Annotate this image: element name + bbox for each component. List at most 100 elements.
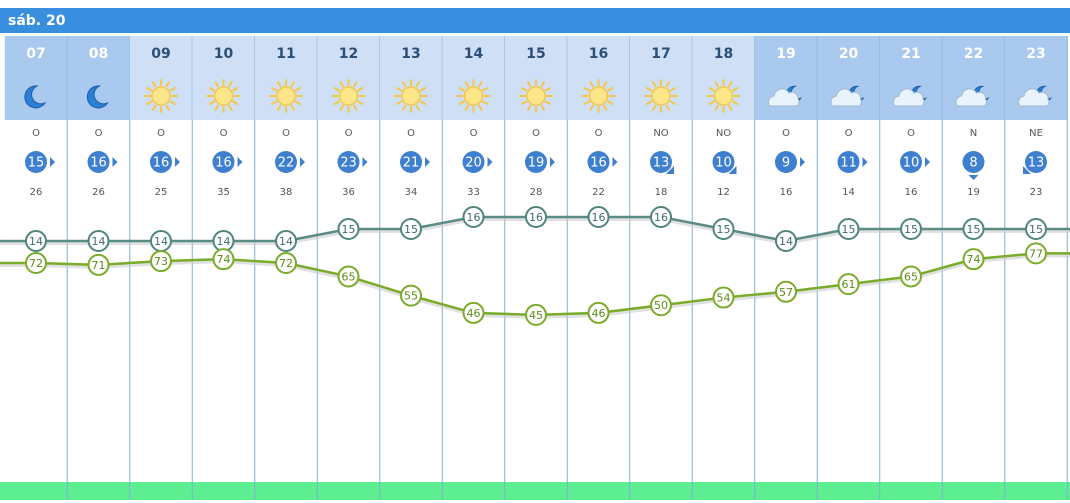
sun-ray bbox=[339, 81, 344, 88]
wind-direction: O bbox=[907, 128, 915, 139]
humidity-point bbox=[712, 286, 735, 309]
humidity-point bbox=[962, 248, 985, 271]
humidity-point bbox=[462, 301, 485, 324]
hour-label: 07 bbox=[26, 46, 45, 62]
wind-gust: 38 bbox=[280, 187, 293, 198]
hour-label: 19 bbox=[776, 46, 795, 62]
cloud-icon bbox=[1017, 88, 1050, 107]
wind-badge bbox=[712, 151, 735, 173]
humidity-label: 74 bbox=[217, 253, 231, 266]
wind-gust: 19 bbox=[967, 187, 980, 198]
wind-badge bbox=[900, 151, 922, 173]
sun-disc bbox=[401, 86, 421, 106]
humidity-label: 54 bbox=[717, 292, 731, 305]
wind-arrow bbox=[300, 157, 305, 167]
hour-label: 10 bbox=[214, 46, 234, 62]
temperature-label: 14 bbox=[279, 235, 293, 248]
humidity-label: 55 bbox=[404, 290, 418, 303]
hour-label: 23 bbox=[1026, 46, 1045, 62]
temperature-point bbox=[712, 218, 735, 240]
sun-disc bbox=[276, 86, 296, 106]
wind-arrow bbox=[862, 157, 868, 167]
sun-ray bbox=[169, 87, 176, 92]
wind-speed: 13 bbox=[1028, 156, 1045, 171]
wind-speed: 19 bbox=[528, 156, 545, 171]
hour-label: 14 bbox=[464, 46, 484, 62]
sun-ray bbox=[732, 100, 739, 105]
humidity-point bbox=[1025, 242, 1047, 265]
wind-badge bbox=[1025, 151, 1047, 173]
wind-arrow bbox=[925, 157, 930, 167]
sun-icon bbox=[269, 79, 303, 113]
wind-direction: O bbox=[220, 128, 228, 139]
temperature-point bbox=[25, 230, 47, 252]
humidity-label: 46 bbox=[467, 307, 481, 320]
sun-disc bbox=[526, 86, 546, 106]
sun-ray bbox=[540, 81, 545, 88]
sun-ray bbox=[544, 100, 551, 105]
temperature-label: 15 bbox=[1029, 223, 1043, 236]
sun-ray bbox=[169, 100, 176, 105]
sun-ray bbox=[583, 87, 590, 92]
sun-ray bbox=[540, 104, 545, 111]
wind-arrow bbox=[362, 157, 368, 167]
temperature-label: 14 bbox=[779, 235, 793, 248]
temperature-point bbox=[525, 206, 547, 228]
humidity-point bbox=[87, 253, 110, 276]
temperature-label: 15 bbox=[717, 223, 731, 236]
hour-label: 16 bbox=[589, 46, 608, 62]
wind-direction: O bbox=[407, 128, 415, 139]
sun-ray bbox=[665, 81, 670, 88]
wind-badge bbox=[962, 151, 985, 173]
wind-speed: 20 bbox=[465, 156, 482, 171]
sun-ray bbox=[208, 87, 215, 92]
footer-bar bbox=[0, 482, 1070, 500]
sun-icon bbox=[206, 79, 241, 113]
humidity-point bbox=[900, 265, 922, 288]
sun-ray bbox=[419, 87, 426, 92]
temperature-label: 15 bbox=[904, 223, 918, 236]
humidity-label: 72 bbox=[29, 257, 43, 270]
temperature-point bbox=[462, 206, 485, 228]
wind-direction: O bbox=[782, 128, 790, 139]
sun-ray bbox=[357, 87, 364, 92]
sun-ray bbox=[228, 104, 233, 111]
sun-ray bbox=[464, 81, 469, 88]
sun-ray bbox=[527, 104, 532, 111]
sun-ray bbox=[152, 81, 157, 88]
wind-badge bbox=[25, 151, 47, 173]
humidity-label: 74 bbox=[967, 253, 981, 266]
cloud-icon bbox=[955, 88, 987, 107]
humidity-label: 65 bbox=[904, 270, 918, 283]
sun-ray bbox=[419, 100, 426, 105]
sun-disc bbox=[713, 86, 734, 106]
sun-ray bbox=[146, 87, 153, 92]
temperature-label: 15 bbox=[842, 223, 856, 236]
temperature-point bbox=[650, 206, 672, 228]
humidity-label: 46 bbox=[592, 307, 606, 320]
temperature-label: 14 bbox=[92, 235, 106, 248]
sun-ray bbox=[271, 87, 278, 92]
temperature-label: 16 bbox=[592, 211, 606, 224]
temperature-label: 14 bbox=[217, 235, 231, 248]
sun-ray bbox=[396, 87, 403, 92]
sun-icon bbox=[394, 79, 428, 113]
sun-ray bbox=[402, 104, 407, 111]
sun-ray bbox=[402, 81, 407, 88]
wind-direction: O bbox=[157, 128, 165, 139]
humidity-label: 61 bbox=[842, 278, 856, 291]
humidity-point bbox=[150, 250, 172, 273]
hour-label: 18 bbox=[714, 46, 733, 62]
sun-ray bbox=[652, 104, 657, 111]
sun-ray bbox=[353, 104, 358, 111]
humidity-point bbox=[837, 273, 860, 296]
humidity-point bbox=[275, 252, 297, 274]
wind-badge bbox=[275, 151, 297, 173]
wind-gust: 22 bbox=[592, 187, 605, 198]
sun-ray bbox=[214, 81, 219, 88]
sun-ray bbox=[333, 100, 340, 105]
wind-badge bbox=[775, 151, 797, 173]
wind-direction: NE bbox=[1029, 128, 1043, 139]
sun-ray bbox=[415, 104, 420, 111]
